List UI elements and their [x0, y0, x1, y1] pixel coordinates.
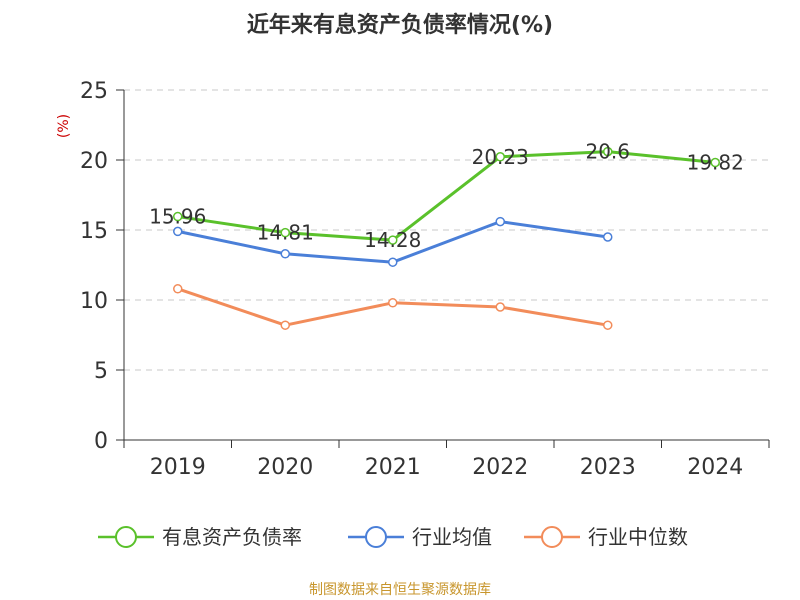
chart-title: 近年来有息资产负债率情况(%) — [247, 12, 553, 38]
data-label: 19.82 — [687, 151, 744, 175]
data-point — [603, 146, 613, 157]
legend: 有息资产负债率 行业均值 行业中位数 — [98, 525, 688, 549]
data-labels: 15.96 14.81 14.28 20.23 20.6 19.82 — [149, 140, 744, 252]
x-tick-label: 2021 — [365, 455, 421, 480]
y-tick-label: 5 — [94, 359, 108, 384]
x-tick-label: 2022 — [472, 455, 528, 480]
data-point — [710, 157, 720, 168]
data-point — [495, 152, 505, 162]
x-tick-label: 2020 — [257, 455, 313, 480]
data-point — [280, 320, 290, 330]
data-label: 20.6 — [585, 140, 630, 164]
legend-label: 有息资产负债率 — [162, 525, 302, 549]
legend-label: 行业均值 — [412, 525, 492, 549]
data-point — [495, 302, 505, 312]
series-line — [177, 150, 716, 242]
data-point — [388, 235, 398, 245]
y-axis-unit-label: (%) — [56, 114, 72, 138]
data-source-note: 制图数据来自恒生聚源数据库 — [309, 582, 491, 598]
x-tick-label: 2023 — [580, 455, 636, 480]
y-tick-label: 15 — [80, 219, 108, 244]
data-label: 20.23 — [472, 145, 529, 169]
grid-lines — [124, 89, 769, 371]
legend-label: 行业中位数 — [588, 525, 688, 549]
data-point — [495, 216, 505, 227]
data-point — [388, 298, 398, 308]
data-point — [173, 226, 183, 237]
series-lines — [173, 146, 720, 330]
data-point — [280, 227, 290, 238]
legend-marker — [365, 526, 387, 548]
y-tick-label: 10 — [80, 289, 108, 314]
y-tick-label: 20 — [80, 149, 108, 174]
data-label: 15.96 — [149, 205, 206, 229]
y-tick-label: 0 — [94, 429, 108, 454]
data-point — [388, 257, 398, 267]
data-point — [173, 211, 183, 222]
legend-marker — [541, 526, 563, 548]
data-point — [280, 249, 290, 259]
data-point — [603, 232, 613, 242]
data-point — [603, 320, 613, 330]
data-label: 14.28 — [364, 228, 421, 252]
data-point — [173, 284, 183, 294]
x-tick-label: 2019 — [150, 455, 206, 480]
axes: 0 5 10 15 20 25 2019 2020 2021 2022 2023 2024 — [80, 79, 770, 480]
y-tick-label: 25 — [80, 79, 108, 104]
data-label: 14.81 — [257, 221, 314, 245]
legend-marker — [115, 526, 137, 548]
x-tick-label: 2024 — [687, 455, 743, 480]
